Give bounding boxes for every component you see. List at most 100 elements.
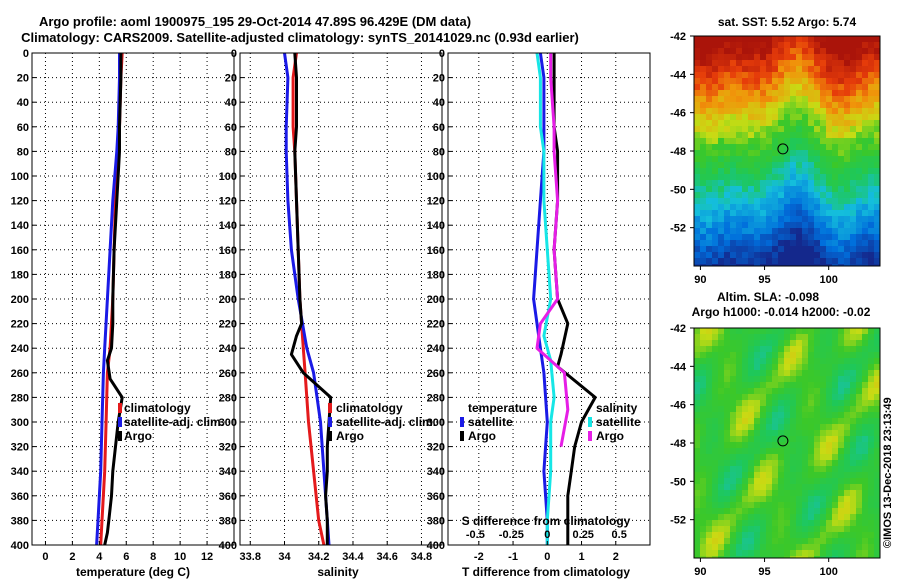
heatmap-cell: [712, 340, 718, 346]
heatmap-cell: [856, 162, 862, 168]
heatmap-cell: [844, 258, 850, 264]
heatmap-cell: [778, 328, 784, 334]
heatmap-cell: [712, 42, 718, 48]
heatmap-cell: [838, 102, 844, 108]
heatmap-cell: [742, 412, 748, 418]
heatmap-cell: [694, 412, 700, 418]
heatmap-cell: [826, 358, 832, 364]
heatmap-cell: [694, 460, 700, 466]
y-tick-label: 340: [219, 466, 237, 478]
heatmap-cell: [760, 436, 766, 442]
heatmap-cell: [742, 36, 748, 42]
heatmap-cell: [742, 132, 748, 138]
heatmap-cell: [832, 138, 838, 144]
heatmap-cell: [694, 478, 700, 484]
heatmap-cell: [706, 174, 712, 180]
heatmap-cell: [778, 204, 784, 210]
heatmap-cell: [778, 466, 784, 472]
heatmap-cell: [868, 526, 874, 532]
heatmap-cell: [814, 204, 820, 210]
heatmap-cell: [742, 406, 748, 412]
heatmap-cell: [814, 222, 820, 228]
heatmap-cell: [808, 180, 814, 186]
heatmap-cell: [748, 340, 754, 346]
heatmap-cell: [742, 442, 748, 448]
heatmap-cell: [772, 102, 778, 108]
heatmap-cell: [808, 400, 814, 406]
heatmap-cell: [730, 216, 736, 222]
heatmap-cell: [760, 406, 766, 412]
heatmap-cell: [802, 424, 808, 430]
heatmap-cell: [718, 346, 724, 352]
heatmap-cell: [718, 60, 724, 66]
heatmap-cell: [820, 216, 826, 222]
heatmap-cell: [700, 454, 706, 460]
heatmap-cell: [856, 180, 862, 186]
heatmap-cell: [802, 328, 808, 334]
heatmap-cell: [826, 222, 832, 228]
heatmap-cell: [874, 376, 880, 382]
heatmap-cell: [844, 78, 850, 84]
heatmap-cell: [748, 114, 754, 120]
heatmap-cell: [766, 186, 772, 192]
heatmap-cell: [784, 430, 790, 436]
heatmap-cell: [808, 222, 814, 228]
heatmap-cell: [760, 334, 766, 340]
x-tick-label: -1: [508, 551, 518, 563]
heatmap-cell: [820, 406, 826, 412]
heatmap-cell: [850, 430, 856, 436]
y-tick-label: 200: [219, 294, 237, 306]
heatmap-cell: [802, 84, 808, 90]
heatmap-cell: [694, 186, 700, 192]
heatmap-cell: [874, 334, 880, 340]
heatmap-cell: [790, 48, 796, 54]
heatmap-cell: [856, 150, 862, 156]
heatmap-cell: [784, 240, 790, 246]
heatmap-cell: [742, 388, 748, 394]
heatmap-cell: [820, 472, 826, 478]
heatmap-cell: [832, 454, 838, 460]
heatmap-cell: [802, 114, 808, 120]
heatmap-cell: [862, 78, 868, 84]
heatmap-cell: [700, 150, 706, 156]
heatmap-cell: [784, 210, 790, 216]
heatmap-cell: [736, 406, 742, 412]
heatmap-cell: [826, 490, 832, 496]
heatmap-cell: [730, 156, 736, 162]
heatmap-cell: [832, 132, 838, 138]
heatmap-cell: [802, 126, 808, 132]
heatmap-cell: [838, 90, 844, 96]
heatmap-cell: [706, 412, 712, 418]
heatmap-cell: [874, 162, 880, 168]
heatmap-cell: [832, 144, 838, 150]
heatmap-cell: [694, 150, 700, 156]
heatmap-cell: [862, 346, 868, 352]
heatmap-cell: [790, 508, 796, 514]
heatmap-cell: [718, 138, 724, 144]
heatmap-cell: [718, 258, 724, 264]
heatmap-cell: [868, 48, 874, 54]
heatmap-cell: [736, 508, 742, 514]
heatmap-cell: [730, 460, 736, 466]
series-line-satellite-adj-clim-: [283, 52, 331, 546]
heatmap-cell: [748, 502, 754, 508]
heatmap-cell: [874, 126, 880, 132]
heatmap-cell: [736, 114, 742, 120]
heatmap-cell: [826, 180, 832, 186]
heatmap-cell: [712, 532, 718, 538]
heatmap-cell: [784, 138, 790, 144]
heatmap-cell: [748, 334, 754, 340]
heatmap-cell: [748, 156, 754, 162]
heatmap-cell: [850, 466, 856, 472]
heatmap-cell: [712, 424, 718, 430]
heatmap-cell: [814, 544, 820, 550]
heatmap-cell: [694, 448, 700, 454]
heatmap-cell: [796, 526, 802, 532]
heatmap-cell: [712, 162, 718, 168]
heatmap-cell: [790, 412, 796, 418]
heatmap-cell: [808, 418, 814, 424]
heatmap-cell: [694, 258, 700, 264]
y-tick-label: 320: [427, 442, 445, 454]
heatmap-cell: [760, 264, 766, 266]
heatmap-cell: [850, 526, 856, 532]
